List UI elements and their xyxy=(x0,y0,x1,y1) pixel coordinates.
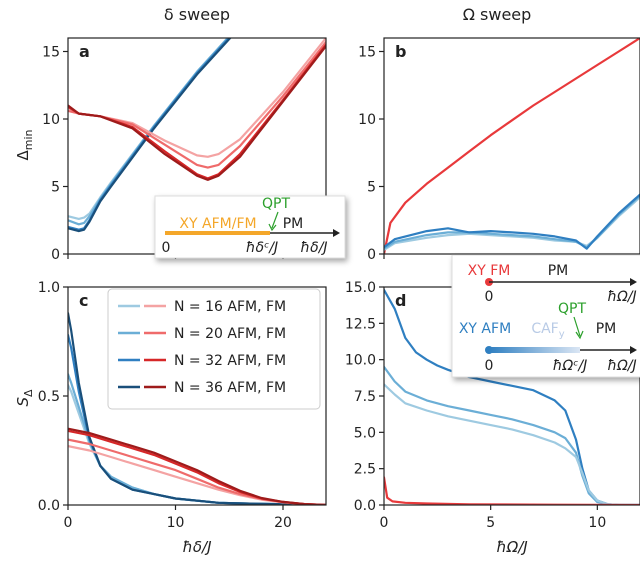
ytick-label-d: 0.0 xyxy=(354,498,376,514)
xlabel-panel-d: ħΩ/J xyxy=(496,538,527,556)
inset-b-row2-qpt-label: QPT xyxy=(558,301,586,317)
xtick-label-c: 20 xyxy=(274,515,292,531)
inset-a-axis-arrowhead xyxy=(333,229,340,237)
ytick-label-d: 12.5 xyxy=(345,316,376,332)
ytick-label-a: 5 xyxy=(51,180,60,196)
series-line-b-2 xyxy=(384,194,640,250)
inset-a-qpt-arrow xyxy=(271,211,279,229)
inset-b-row1-pm: PM xyxy=(548,263,569,279)
inset-a-phase-label: XY AFM/FM xyxy=(179,216,256,232)
ytick-label-d: 5.0 xyxy=(354,425,376,441)
inset-b-row1-axis-label: ħΩ/J xyxy=(607,289,636,305)
series-line-a-3 xyxy=(68,38,232,233)
ytick-label-c: 0.0 xyxy=(38,498,60,514)
ytick-label-b: 10 xyxy=(358,112,376,128)
legend-label: N = 20 AFM, FM xyxy=(174,326,286,342)
ytick-label-b: 5 xyxy=(367,180,376,196)
inset-a-axis-label: ħδ/J xyxy=(300,240,327,256)
series-line-b-3 xyxy=(384,193,640,250)
inset-a-critical: ħδᶜ/J xyxy=(246,240,278,256)
xlabel-panel-c: ħδ/J xyxy=(182,538,211,556)
panel-letter-a: a xyxy=(79,42,90,61)
series-line-c-4 xyxy=(68,445,326,505)
series-line-b-1 xyxy=(384,196,640,251)
inset-a-phase-bar xyxy=(165,231,270,235)
series-line-d-2 xyxy=(384,383,640,505)
panel-d: 0.0 2.5 5.0 7.5 10.0 12.5 15.0 0 5 10 d xyxy=(345,280,640,531)
inset-b-row2-phase-bar xyxy=(489,347,580,353)
ytick-label-d: 7.5 xyxy=(354,389,376,405)
left-column-title: δ sweep xyxy=(164,5,230,24)
inset-b-row2-phase: XY AFM xyxy=(459,321,511,337)
series-line-d-3 xyxy=(384,476,640,505)
inset-b-row1-zero: 0 xyxy=(485,289,494,305)
inset-b: XY FM PM 0 ħΩ/J QPT XY AFM CAFy PM 0 ħΩᶜ… xyxy=(451,254,640,378)
series-line-a-0 xyxy=(68,38,230,220)
inset-b-row2-arrowhead xyxy=(630,346,637,354)
panel-b: 0 5 10 15 b xyxy=(358,37,640,263)
xtick-label-c: 0 xyxy=(64,515,73,531)
inset-b-row2-qpt-arrow xyxy=(573,316,581,337)
ytick-label-a: 0 xyxy=(51,247,60,263)
series-line-b-0 xyxy=(384,38,640,254)
inset-b-row2-zero: 0 xyxy=(485,358,494,374)
inset-b-row2-qpt-arrowhead xyxy=(575,330,584,340)
inset-a: QPT XY AFM/FM PM 0 ħδᶜ/J ħδ/J xyxy=(154,195,346,259)
panel-letter-b: b xyxy=(395,42,406,61)
series-line-c-7 xyxy=(68,427,326,505)
ytick-label-a: 15 xyxy=(42,45,60,61)
legend-label: N = 32 AFM, FM xyxy=(174,353,286,369)
inset-b-row2-critical: ħΩᶜ/J xyxy=(553,358,587,374)
inset-b-row1-phase: XY FM xyxy=(468,263,511,279)
legend-frame xyxy=(107,288,321,410)
series-line-a-7 xyxy=(68,44,326,181)
ytick-label-c: 0.5 xyxy=(38,389,60,405)
axes-frame-b xyxy=(383,37,640,255)
ytick-label-c: 1.0 xyxy=(38,280,60,296)
series-line-a-5 xyxy=(68,40,326,169)
series-line-c-6 xyxy=(68,429,326,505)
ytick-label-d: 2.5 xyxy=(354,462,376,478)
ylabel-panel-c: SΔ xyxy=(14,389,35,407)
ytick-label-b: 15 xyxy=(358,45,376,61)
ytick-label-d: 15.0 xyxy=(345,280,376,296)
inset-b-row2-axis-label: ħΩ/J xyxy=(607,358,636,374)
right-column-title: Ω sweep xyxy=(463,5,532,24)
inset-a-qpt-arrowhead xyxy=(268,223,277,232)
ytick-label-a: 10 xyxy=(42,112,60,128)
xtick-label-d: 10 xyxy=(588,515,606,531)
legend-label: N = 36 AFM, FM xyxy=(174,380,286,396)
inset-b-row2-caf: CAFy xyxy=(531,321,564,340)
panel-a: 0 5 10 15 a xyxy=(42,37,327,263)
legend-label: N = 16 AFM, FM xyxy=(174,299,286,315)
panel-letter-d: d xyxy=(395,291,406,310)
inset-b-row2-pm: PM xyxy=(596,321,617,337)
xtick-label-c: 10 xyxy=(167,515,185,531)
series-line-a-6 xyxy=(68,43,326,180)
legend: N = 16 AFM, FM N = 20 AFM, FM N = 32 AFM, … xyxy=(107,288,321,410)
inset-a-qpt-label: QPT xyxy=(262,196,290,212)
panel-letter-c: c xyxy=(79,291,88,310)
xtick-label-d: 0 xyxy=(380,515,389,531)
inset-b-row2-caf-sub: y xyxy=(559,329,565,340)
panel-c: 0.0 0.5 1.0 0 10 20 c xyxy=(38,280,327,531)
ylabel-panel-a: Δmin xyxy=(14,129,35,160)
series-line-d-1 xyxy=(384,365,640,505)
inset-a-zero: 0 xyxy=(162,240,171,256)
ytick-label-b: 0 xyxy=(367,247,376,263)
inset-b-frame xyxy=(451,254,640,378)
series-line-c-3 xyxy=(68,312,326,505)
inset-b-row2-caf-text: CAF xyxy=(531,321,558,337)
ytick-label-d: 10.0 xyxy=(345,353,376,369)
inset-a-frame xyxy=(154,195,346,259)
inset-b-row1-arrowhead xyxy=(630,278,637,286)
xtick-label-d: 5 xyxy=(486,515,495,531)
inset-a-pm-label: PM xyxy=(283,216,304,232)
